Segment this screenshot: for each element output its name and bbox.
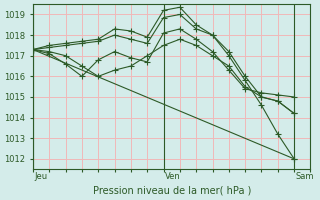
Text: Ven: Ven [165,172,181,181]
Text: Sam: Sam [296,172,314,181]
X-axis label: Pression niveau de la mer( hPa ): Pression niveau de la mer( hPa ) [92,186,251,196]
Text: Jeu: Jeu [35,172,48,181]
